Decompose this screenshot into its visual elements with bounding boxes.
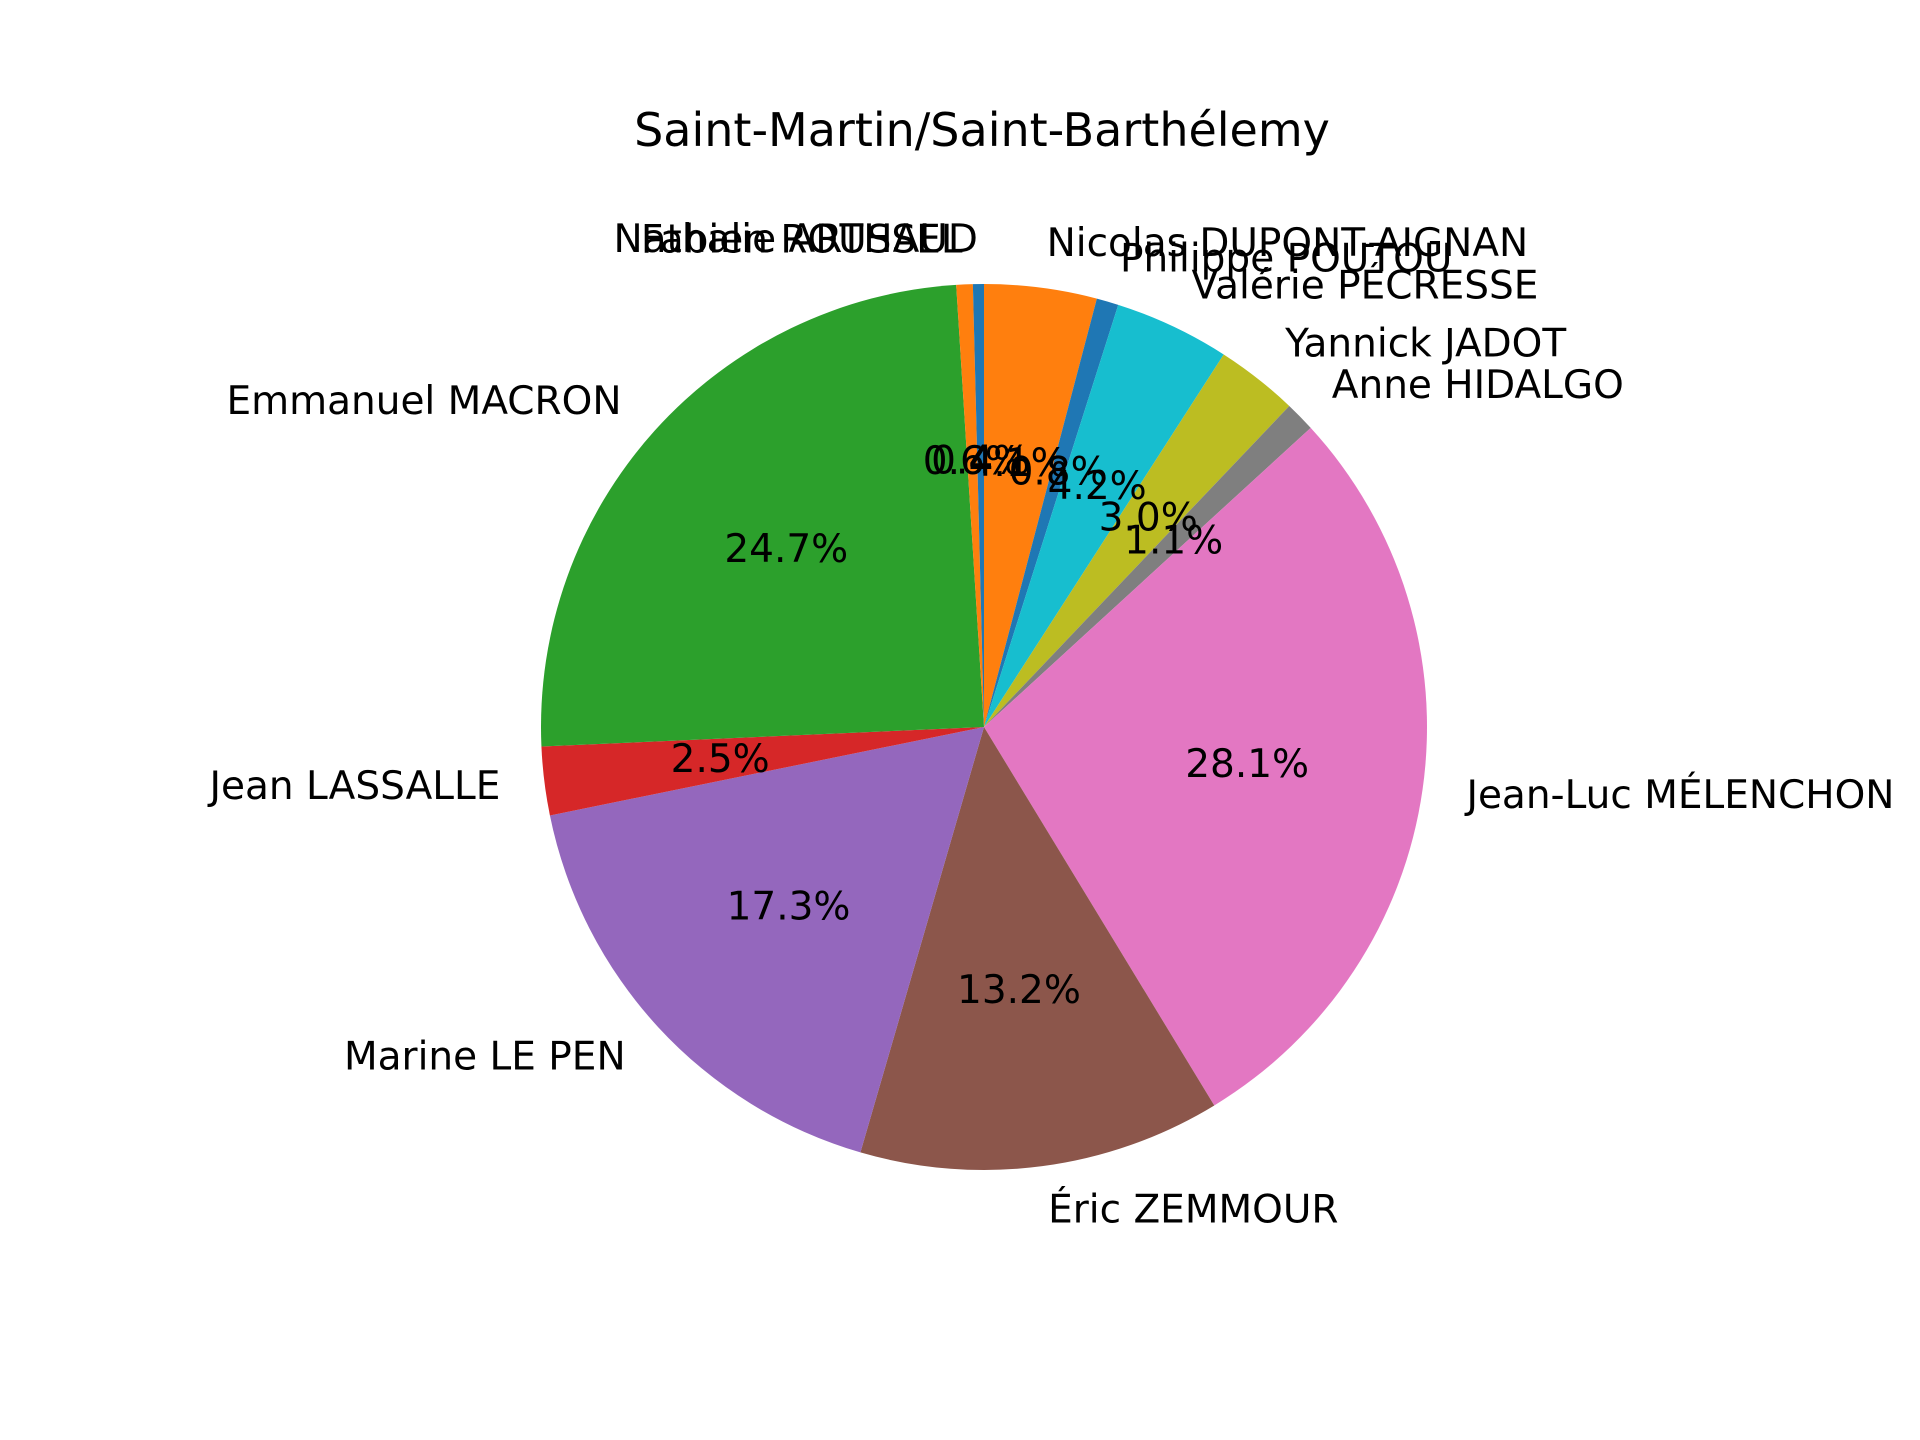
percent-label: 4.2% bbox=[1048, 464, 1147, 509]
slice-label: Fabien ROUSSEL bbox=[641, 218, 963, 263]
slice-label: Emmanuel MACRON bbox=[226, 379, 621, 424]
pie-slice bbox=[984, 354, 1290, 727]
percent-label: 0.4% bbox=[931, 439, 1030, 484]
percent-label: 0.6% bbox=[923, 439, 1022, 484]
percent-label: 13.2% bbox=[957, 968, 1081, 1013]
slice-label: Nicolas DUPONT-AIGNAN bbox=[1047, 221, 1529, 266]
pie-slice bbox=[984, 405, 1311, 727]
slice-label: Jean-Luc MÉLENCHON bbox=[1463, 771, 1894, 818]
slice-label: Nathalie ARTHAUD bbox=[613, 217, 977, 262]
slice-label: Valérie PÉCRESSE bbox=[1191, 262, 1538, 309]
slice-label: Yannick JADOT bbox=[1284, 321, 1566, 366]
percent-label: 24.7% bbox=[724, 527, 848, 572]
percent-label: 2.5% bbox=[671, 737, 770, 782]
pie-slice bbox=[972, 284, 984, 727]
percent-label: 3.0% bbox=[1099, 496, 1198, 541]
slice-label: Anne HIDALGO bbox=[1332, 363, 1624, 408]
pie-slice bbox=[984, 427, 1428, 1106]
pie-slice bbox=[984, 304, 1224, 727]
percent-label: 4.1% bbox=[969, 441, 1068, 486]
pie-slice bbox=[860, 727, 1215, 1171]
pie-slice bbox=[541, 727, 984, 816]
pie-slice bbox=[549, 727, 984, 1153]
pie-slice bbox=[984, 298, 1119, 727]
slice-label: Éric ZEMMOUR bbox=[1048, 1186, 1338, 1233]
slice-label: Philippe POUTOU bbox=[1120, 237, 1452, 282]
percent-label: 28.1% bbox=[1185, 742, 1309, 787]
pie-slice bbox=[540, 284, 984, 747]
slice-label: Marine LE PEN bbox=[344, 1035, 626, 1080]
percent-labels: 4.1%0.8%4.2%3.0%1.1% 28.1% 13.2% 17.3% 2.5% 2… bbox=[671, 439, 1309, 1013]
chart-title: Saint-Martin/Saint-Barthélemy bbox=[634, 103, 1330, 157]
pie-slices bbox=[540, 284, 1428, 1171]
percent-label: 17.3% bbox=[727, 885, 851, 930]
pie-slice bbox=[984, 284, 1097, 727]
percent-label: 0.8% bbox=[1009, 449, 1108, 494]
pie-slice bbox=[956, 284, 984, 727]
slice-label: Jean LASSALLE bbox=[207, 764, 501, 809]
percent-label: 1.1% bbox=[1124, 518, 1223, 563]
